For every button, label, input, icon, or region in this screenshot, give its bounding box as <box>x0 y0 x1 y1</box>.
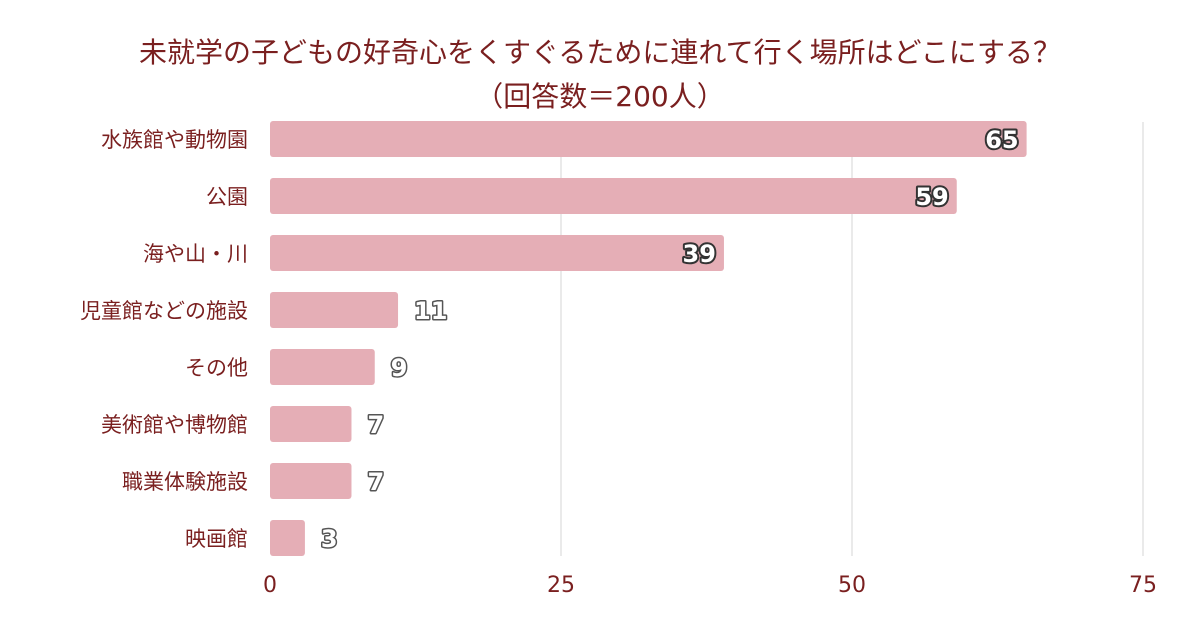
category-label: 美術館や博物館 <box>101 413 248 437</box>
value-label: 11 <box>414 297 447 325</box>
x-axis-ticks: 0 25 50 75 <box>263 573 1157 598</box>
x-tick-label: 0 <box>263 573 277 598</box>
value-label: 7 <box>367 411 384 439</box>
bar <box>270 349 375 385</box>
bar <box>270 235 724 271</box>
bar <box>270 121 1027 157</box>
bar <box>270 292 399 328</box>
category-labels: 水族館や動物園公園海や山・川児童館などの施設その他美術館や博物館職業体験施設映画… <box>80 128 248 551</box>
category-label: 水族館や動物園 <box>101 128 248 152</box>
category-label: 職業体験施設 <box>122 470 248 494</box>
x-tick-label: 75 <box>1129 573 1157 598</box>
bar <box>270 406 352 442</box>
category-label: その他 <box>185 356 248 380</box>
category-label: 児童館などの施設 <box>80 299 248 323</box>
category-label: 映画館 <box>185 527 248 551</box>
value-label: 59 <box>915 183 948 211</box>
value-label: 9 <box>391 354 408 382</box>
category-label: 海や山・川 <box>143 242 248 266</box>
x-tick-label: 25 <box>547 573 575 598</box>
value-label: 7 <box>367 468 384 496</box>
bar <box>270 178 957 214</box>
value-labels: 65 59 39 11 9 7 7 3 <box>319 124 1020 555</box>
bar <box>270 463 352 499</box>
category-label: 公園 <box>206 185 248 209</box>
bars <box>270 121 1027 556</box>
value-label: 3 <box>321 525 338 553</box>
chart-subtitle: （回答数＝200人） <box>475 80 724 113</box>
value-label: 39 <box>683 240 716 268</box>
value-label: 65 <box>985 126 1018 154</box>
x-tick-label: 50 <box>838 573 866 598</box>
chart-title: 未就学の子どもの好奇心をくすぐるために連れて行く場所はどこにする？ <box>139 36 1061 69</box>
bar <box>270 520 305 556</box>
